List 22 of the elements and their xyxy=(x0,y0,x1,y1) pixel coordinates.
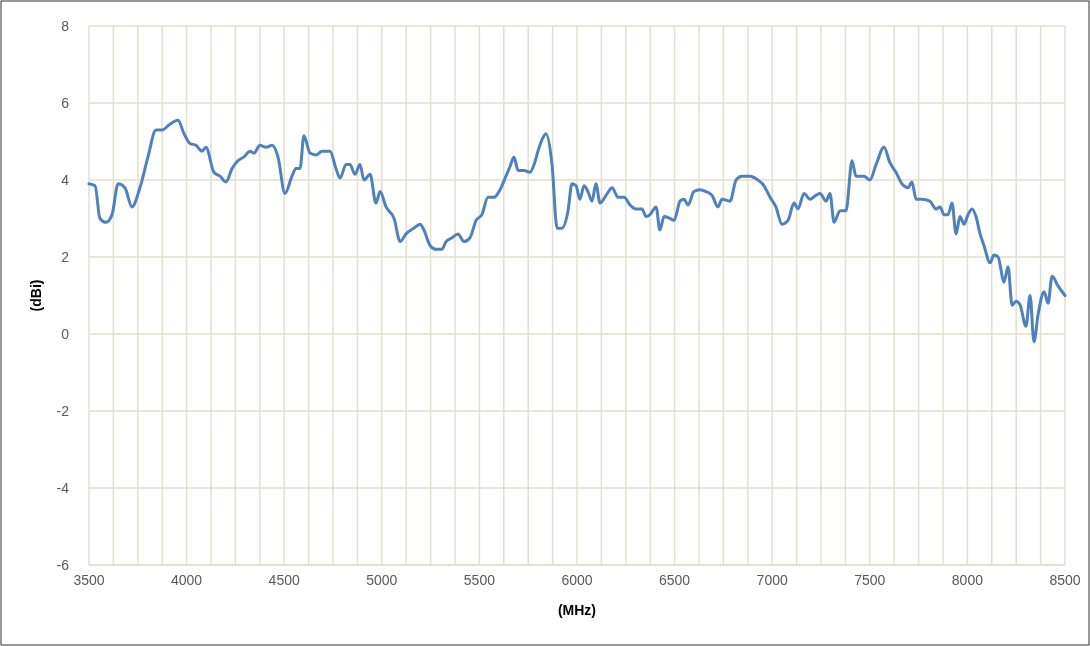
y-tick-label: 8 xyxy=(61,17,70,34)
y-tick-label: -2 xyxy=(56,402,70,419)
x-tick-label: 7500 xyxy=(854,572,886,588)
x-axis-title: (MHz) xyxy=(557,602,597,618)
x-tick-label: 8500 xyxy=(1049,572,1081,588)
x-tick-label: 5000 xyxy=(366,572,398,588)
y-tick-label: 6 xyxy=(61,94,70,111)
x-tick-label: 5500 xyxy=(463,572,496,588)
y-tick-label: 0 xyxy=(61,325,70,342)
y-axis-title: (dBi) xyxy=(28,279,44,312)
y-tick-label: 2 xyxy=(61,248,70,265)
x-tick-label: 8000 xyxy=(951,572,984,588)
x-tick-label: 3500 xyxy=(73,572,105,588)
y-tick-label: -4 xyxy=(56,479,70,496)
x-tick-label: 7000 xyxy=(756,572,788,588)
x-tick-label: 6000 xyxy=(561,572,593,588)
x-tick-label: 4000 xyxy=(171,572,203,588)
line-series xyxy=(87,118,1067,344)
x-tick-label: 4500 xyxy=(268,572,300,588)
x-tick-label: 6500 xyxy=(659,572,691,588)
y-tick-label: -6 xyxy=(56,556,70,573)
y-tick-label: 4 xyxy=(61,171,70,188)
